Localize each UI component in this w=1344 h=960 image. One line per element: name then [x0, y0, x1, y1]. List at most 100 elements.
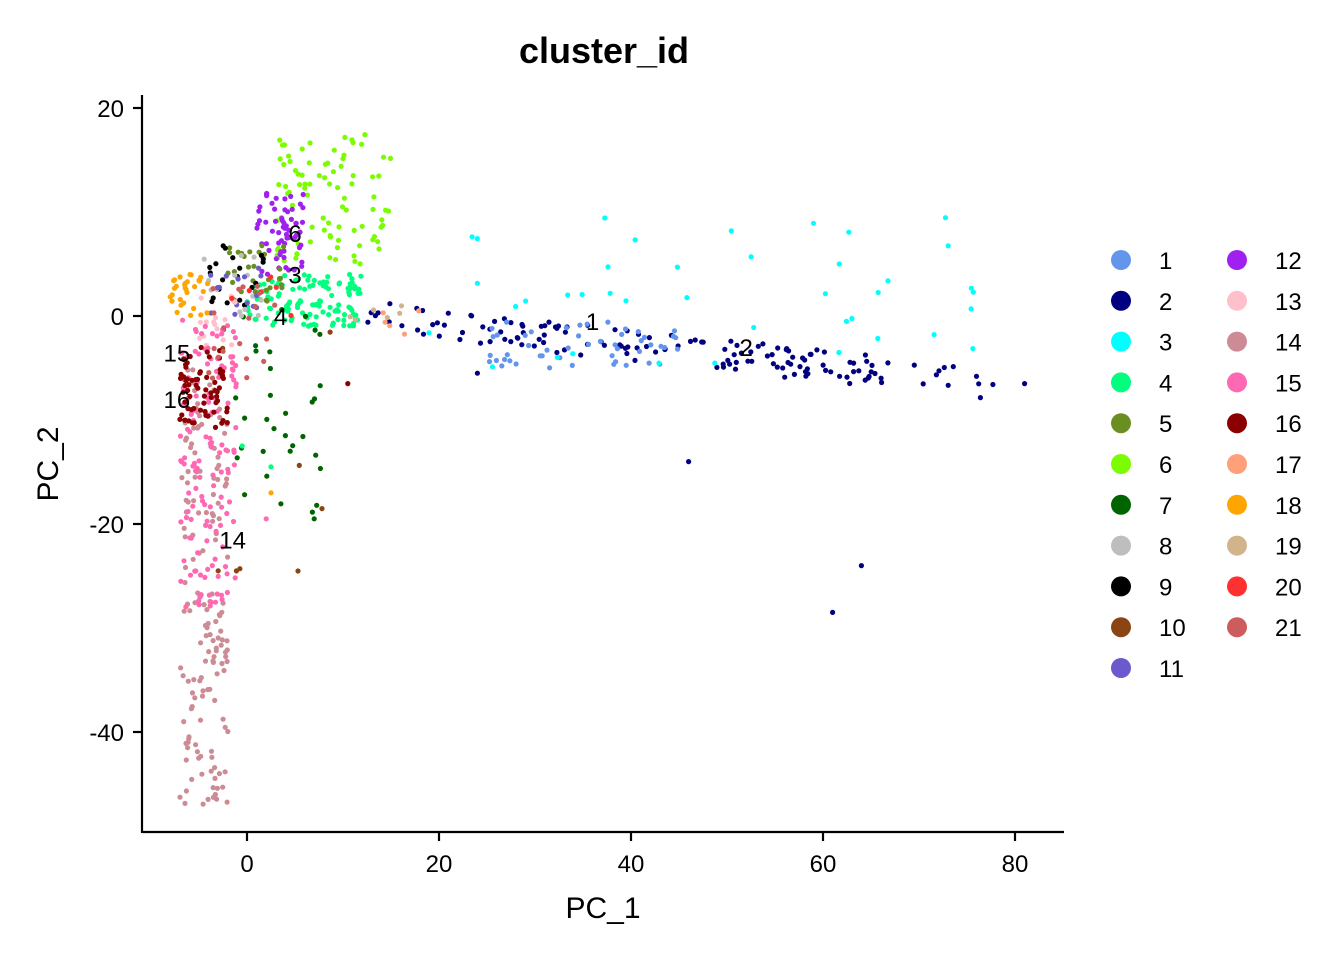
point-cluster-2 — [399, 323, 405, 329]
point-cluster-6 — [327, 255, 333, 261]
point-cluster-2 — [770, 361, 777, 367]
point-cluster-3 — [605, 264, 611, 270]
point-cluster-3 — [684, 295, 690, 301]
point-cluster-14 — [202, 658, 209, 664]
point-cluster-16 — [182, 382, 188, 389]
point-cluster-18 — [204, 310, 210, 316]
point-cluster-2 — [764, 353, 771, 359]
point-cluster-1 — [494, 332, 500, 338]
point-cluster-15 — [187, 535, 193, 541]
point-cluster-2 — [973, 373, 980, 379]
point-cluster-14 — [180, 673, 186, 679]
point-cluster-4 — [275, 293, 281, 299]
point-cluster-14 — [209, 510, 215, 517]
point-cluster-2 — [541, 332, 547, 338]
point-cluster-2 — [847, 380, 853, 387]
point-cluster-2 — [562, 329, 569, 335]
point-cluster-17 — [382, 319, 388, 325]
point-cluster-2 — [468, 312, 474, 318]
point-cluster-7 — [260, 448, 266, 454]
point-cluster-2 — [624, 350, 630, 357]
point-cluster-3 — [875, 335, 881, 342]
point-cluster-15 — [178, 350, 184, 356]
point-cluster-15 — [190, 463, 196, 469]
point-cluster-7 — [309, 509, 315, 515]
point-cluster-6 — [286, 189, 292, 195]
point-cluster-16 — [201, 393, 207, 399]
point-cluster-1 — [662, 344, 668, 351]
point-cluster-14 — [214, 785, 220, 791]
point-cluster-2 — [745, 358, 751, 364]
point-cluster-21 — [246, 315, 252, 321]
point-cluster-12 — [255, 221, 261, 227]
point-cluster-15 — [212, 599, 219, 605]
legend-swatch-2 — [1111, 290, 1131, 311]
legend-label-15: 15 — [1275, 370, 1302, 397]
point-cluster-16 — [345, 381, 351, 387]
point-cluster-6 — [292, 168, 299, 174]
point-cluster-2 — [869, 362, 875, 368]
point-cluster-4 — [285, 308, 291, 314]
legend-label-19: 19 — [1275, 534, 1302, 561]
legend-swatch-8 — [1111, 535, 1131, 556]
point-cluster-2 — [769, 352, 775, 358]
point-cluster-21 — [206, 370, 212, 376]
point-cluster-1 — [486, 359, 493, 365]
point-cluster-5 — [247, 249, 253, 255]
point-cluster-12 — [256, 208, 262, 214]
point-cluster-15 — [185, 508, 191, 515]
point-cluster-14 — [210, 491, 216, 498]
point-cluster-9 — [222, 245, 228, 251]
point-cluster-11 — [241, 274, 248, 280]
point-cluster-5 — [251, 263, 257, 269]
point-cluster-6 — [375, 239, 381, 245]
point-cluster-1 — [528, 329, 534, 335]
point-cluster-11 — [258, 273, 264, 279]
point-cluster-18 — [198, 274, 204, 280]
point-cluster-8 — [238, 252, 244, 259]
point-cluster-16 — [198, 344, 204, 351]
point-cluster-5 — [276, 276, 283, 282]
point-cluster-1 — [673, 335, 679, 341]
point-cluster-4 — [307, 311, 313, 317]
point-cluster-4 — [325, 274, 331, 280]
point-cluster-14 — [185, 499, 191, 505]
point-cluster-2 — [851, 369, 857, 375]
point-cluster-15 — [193, 328, 199, 335]
point-cluster-16 — [212, 424, 219, 430]
point-cluster-6 — [295, 171, 301, 177]
point-cluster-4 — [341, 312, 348, 318]
point-cluster-4 — [324, 279, 330, 285]
point-cluster-16 — [212, 379, 218, 385]
point-cluster-4 — [267, 305, 274, 312]
legend-swatch-1 — [1111, 250, 1131, 270]
point-cluster-6 — [321, 227, 327, 233]
point-cluster-14 — [183, 435, 190, 441]
point-cluster-19 — [371, 307, 377, 313]
point-cluster-4 — [336, 302, 342, 308]
point-cluster-14 — [181, 608, 187, 614]
point-cluster-3 — [970, 346, 976, 352]
point-cluster-14 — [214, 796, 220, 802]
point-cluster-14 — [212, 791, 218, 798]
legend-swatch-3 — [1111, 331, 1131, 352]
point-cluster-6 — [299, 172, 305, 178]
point-cluster-8 — [255, 312, 261, 319]
point-cluster-2 — [546, 319, 552, 325]
point-cluster-14 — [210, 638, 216, 644]
point-cluster-2 — [851, 360, 857, 366]
point-cluster-10 — [327, 329, 333, 335]
point-cluster-6 — [357, 243, 363, 249]
point-cluster-6 — [286, 153, 292, 159]
point-cluster-15 — [180, 317, 186, 323]
point-cluster-17 — [401, 331, 408, 337]
point-cluster-4 — [307, 283, 313, 289]
point-cluster-15 — [202, 574, 208, 581]
point-cluster-14 — [191, 677, 197, 683]
point-cluster-2 — [734, 342, 740, 348]
legend-swatch-19 — [1227, 535, 1247, 556]
point-cluster-15 — [222, 564, 229, 570]
point-cluster-6 — [334, 245, 340, 251]
point-cluster-6 — [335, 237, 342, 243]
point-cluster-2 — [714, 364, 720, 370]
